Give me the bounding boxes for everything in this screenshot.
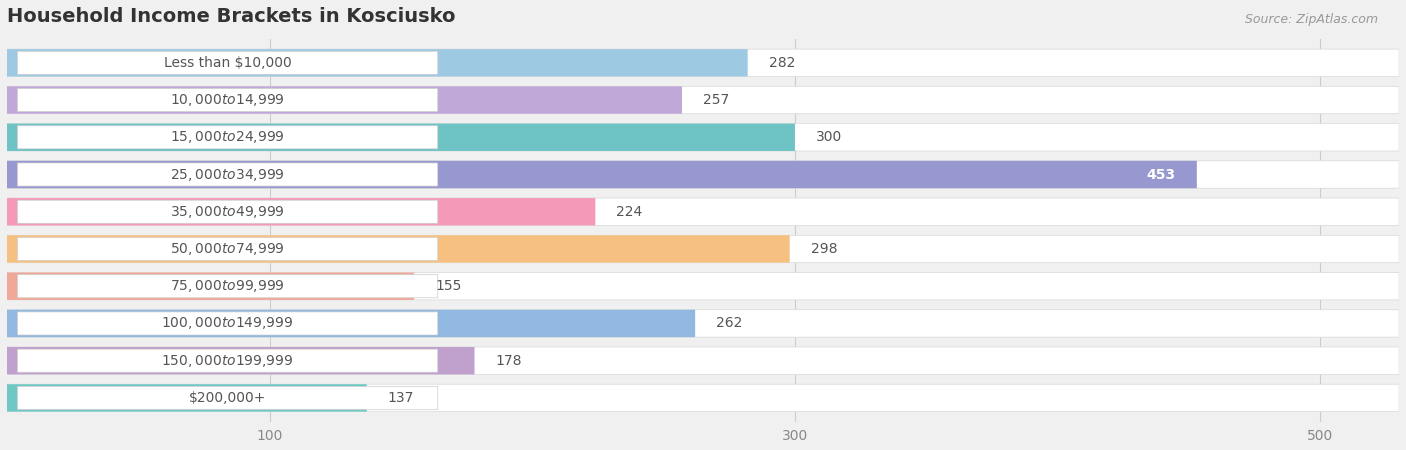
FancyBboxPatch shape [7,384,367,412]
Text: $10,000 to $14,999: $10,000 to $14,999 [170,92,285,108]
Text: 224: 224 [616,205,643,219]
Text: $35,000 to $49,999: $35,000 to $49,999 [170,204,285,220]
Text: 300: 300 [815,130,842,144]
FancyBboxPatch shape [7,310,695,337]
FancyBboxPatch shape [17,126,437,149]
FancyBboxPatch shape [17,163,437,186]
Text: 298: 298 [811,242,837,256]
FancyBboxPatch shape [17,238,437,261]
FancyBboxPatch shape [7,161,1197,188]
FancyBboxPatch shape [7,49,748,76]
Text: $25,000 to $34,999: $25,000 to $34,999 [170,166,285,183]
Text: $200,000+: $200,000+ [188,391,266,405]
Text: 155: 155 [434,279,461,293]
Text: 257: 257 [703,93,730,107]
FancyBboxPatch shape [7,49,1399,76]
Title: Household Income Brackets in Kosciusko: Household Income Brackets in Kosciusko [7,7,456,26]
Text: $100,000 to $149,999: $100,000 to $149,999 [162,315,294,332]
Text: $150,000 to $199,999: $150,000 to $199,999 [162,353,294,369]
FancyBboxPatch shape [7,161,1399,188]
FancyBboxPatch shape [17,51,437,74]
Text: 262: 262 [716,316,742,330]
FancyBboxPatch shape [7,198,1399,225]
FancyBboxPatch shape [7,86,1399,114]
FancyBboxPatch shape [7,235,1399,263]
FancyBboxPatch shape [17,349,437,372]
FancyBboxPatch shape [17,274,437,298]
Text: $50,000 to $74,999: $50,000 to $74,999 [170,241,285,257]
Text: Source: ZipAtlas.com: Source: ZipAtlas.com [1244,14,1378,27]
FancyBboxPatch shape [7,384,1399,412]
Text: $75,000 to $99,999: $75,000 to $99,999 [170,278,285,294]
Text: 282: 282 [769,56,794,70]
FancyBboxPatch shape [7,347,1399,374]
FancyBboxPatch shape [7,198,595,225]
FancyBboxPatch shape [7,310,1399,337]
Text: Less than $10,000: Less than $10,000 [163,56,291,70]
FancyBboxPatch shape [17,200,437,223]
FancyBboxPatch shape [7,235,790,263]
FancyBboxPatch shape [17,387,437,410]
Text: 137: 137 [388,391,415,405]
FancyBboxPatch shape [7,273,415,300]
Text: $15,000 to $24,999: $15,000 to $24,999 [170,129,285,145]
FancyBboxPatch shape [7,347,474,374]
FancyBboxPatch shape [17,312,437,335]
Text: 453: 453 [1147,167,1175,181]
FancyBboxPatch shape [7,124,1399,151]
FancyBboxPatch shape [17,89,437,112]
FancyBboxPatch shape [7,273,1399,300]
FancyBboxPatch shape [7,86,682,114]
FancyBboxPatch shape [7,124,794,151]
Text: 178: 178 [495,354,522,368]
